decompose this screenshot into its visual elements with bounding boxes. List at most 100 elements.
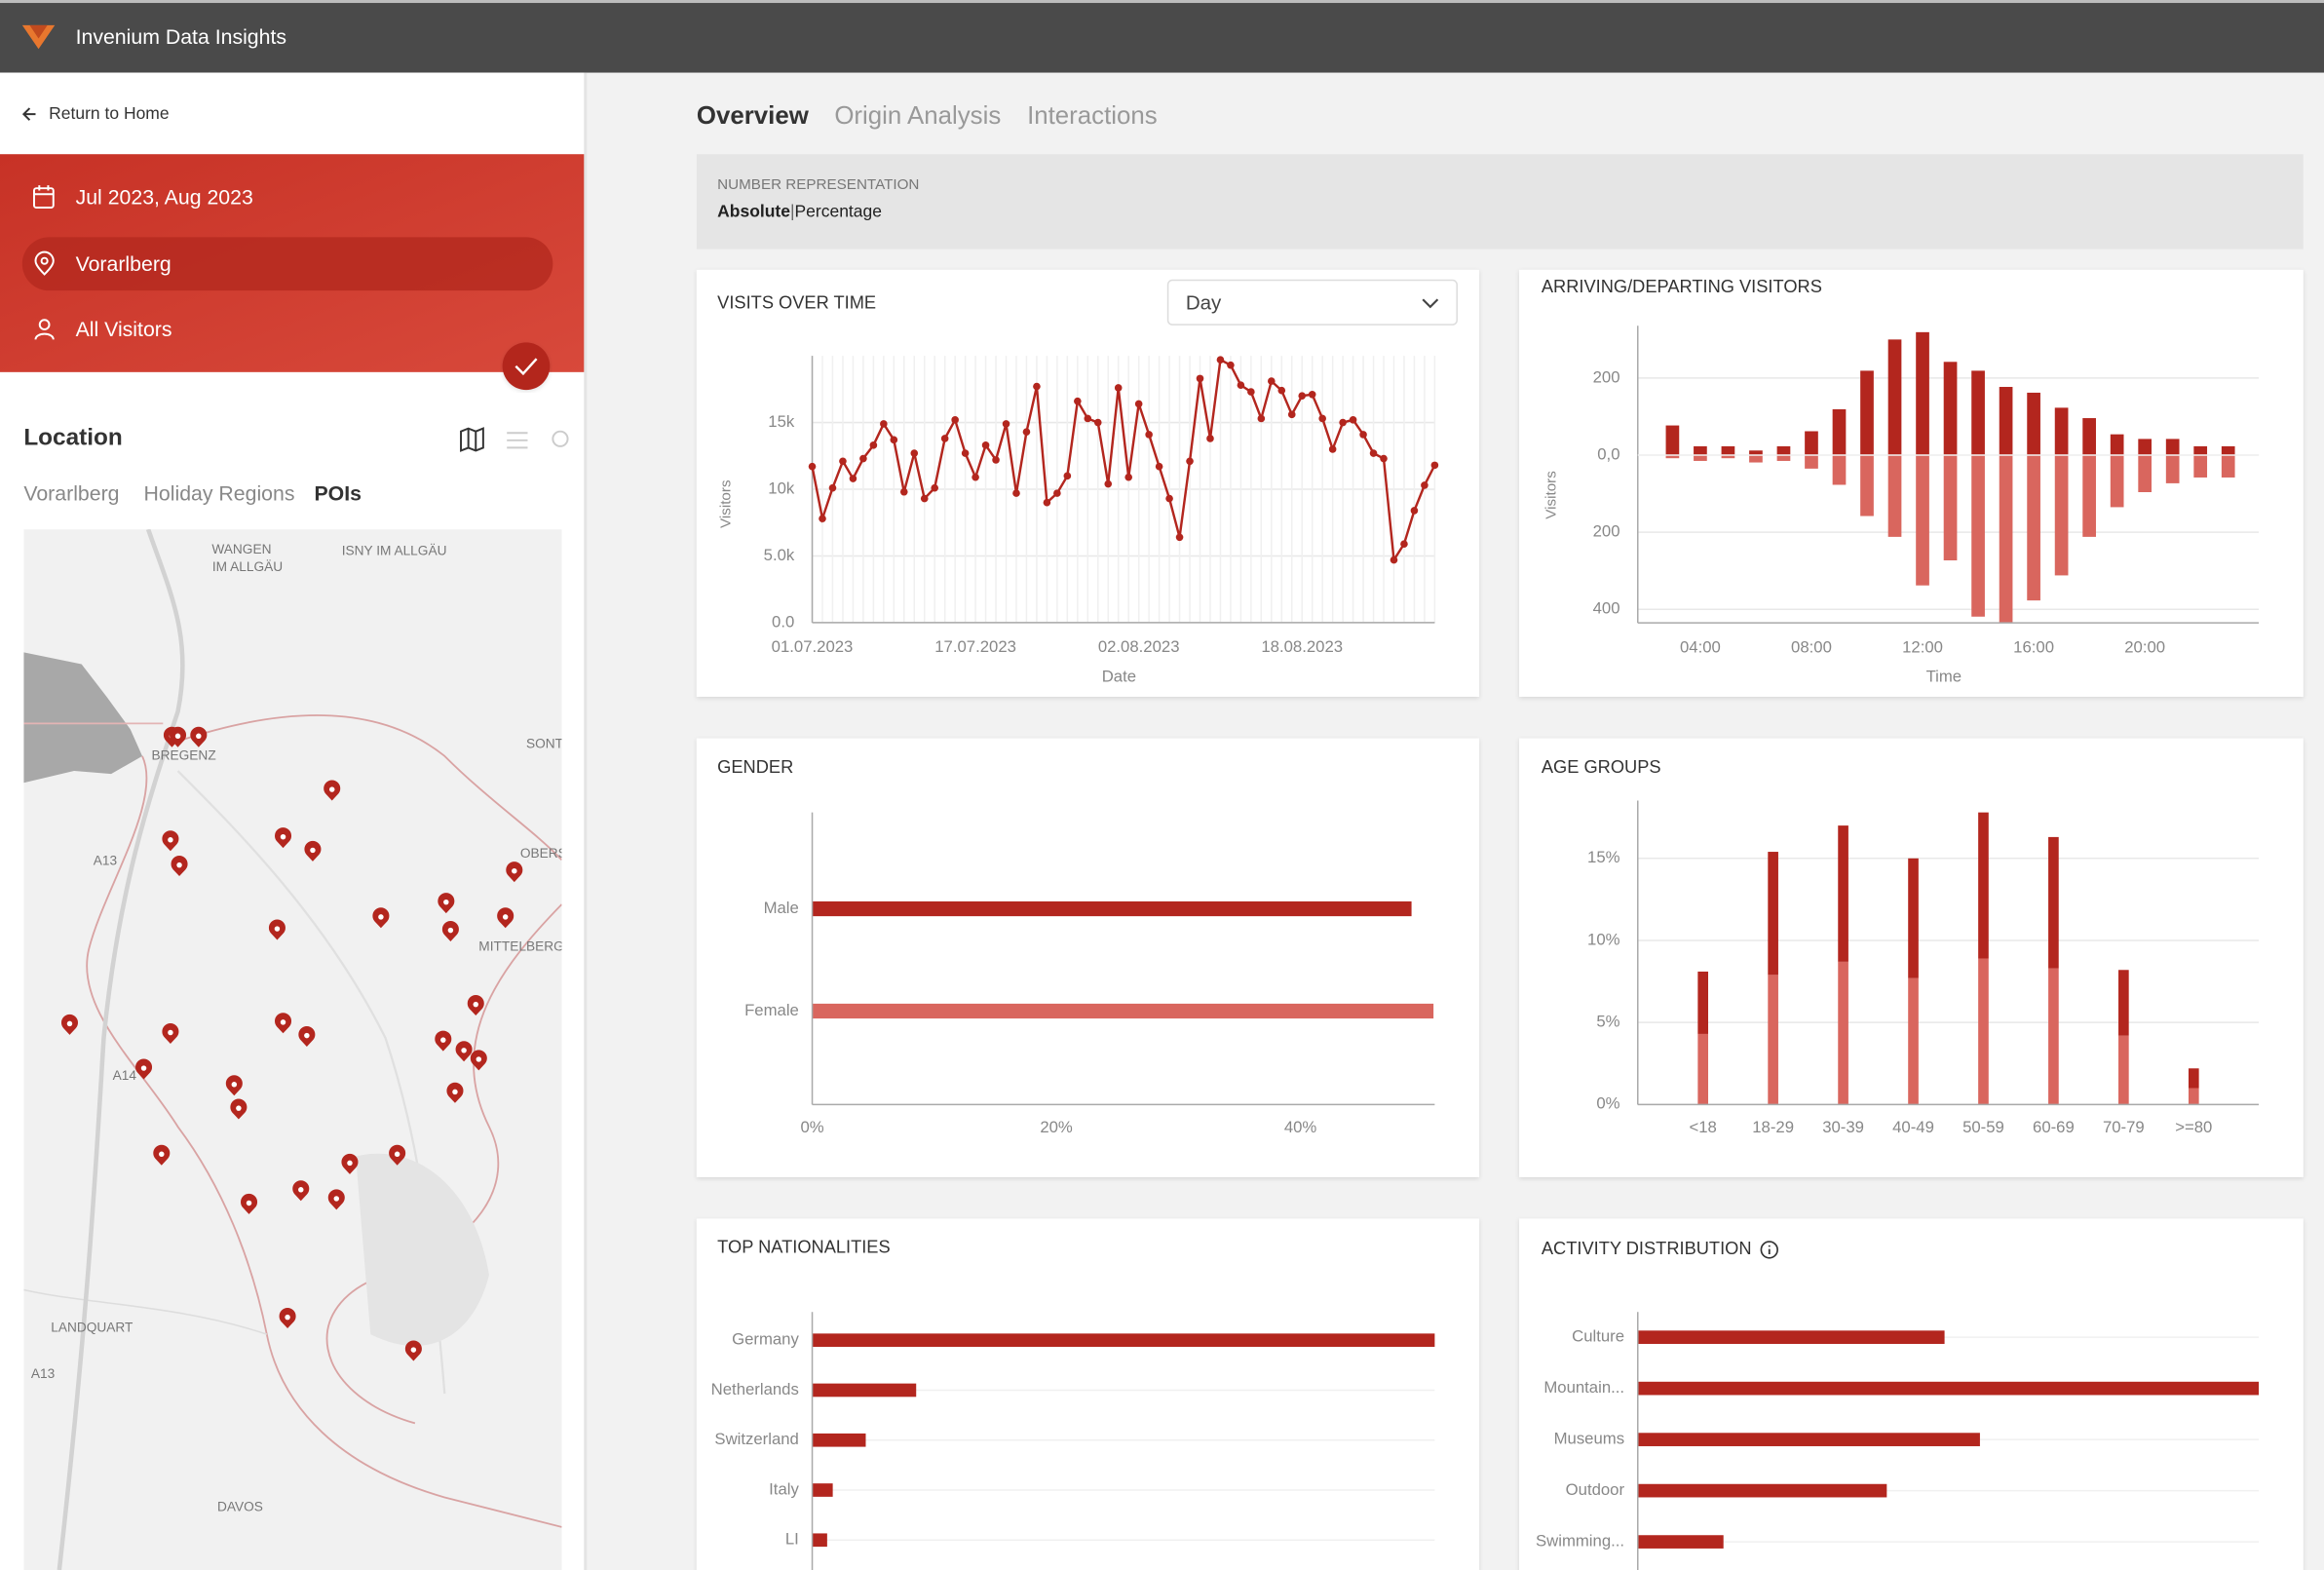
- chart-title: AGE GROUPS: [1542, 756, 1661, 777]
- filter-date[interactable]: Jul 2023, Aug 2023: [76, 185, 253, 209]
- y-axis-label: Visitors: [1543, 471, 1560, 519]
- x-tick-label: 18.08.2023: [1261, 637, 1343, 656]
- location-tab[interactable]: Holiday Regions: [144, 482, 295, 506]
- map[interactable]: WANGEN IM ALLGÄU ISNY IM ALLGÄU BREGENZ …: [23, 529, 566, 1570]
- apply-button[interactable]: [502, 342, 551, 391]
- bar: [1637, 1330, 1945, 1345]
- bar: [2193, 455, 2208, 478]
- bar: [1637, 1483, 1887, 1498]
- option[interactable]: Percentage: [795, 201, 882, 220]
- chart-title: ACTIVITY DISTRIBUTION: [1542, 1238, 1752, 1258]
- y-tick-label: 15%: [1587, 848, 1620, 866]
- poi-marker-dot: [347, 1160, 353, 1167]
- filter-visitors[interactable]: All Visitors: [76, 318, 172, 341]
- bar: [1860, 370, 1874, 456]
- point: [951, 416, 959, 424]
- apply-check: [514, 358, 538, 376]
- card: [696, 738, 1480, 1177]
- point: [1390, 555, 1398, 564]
- app-name: Invenium Data Insights: [76, 25, 286, 49]
- search-icon[interactable]: [552, 430, 569, 447]
- bar: [1749, 455, 1763, 463]
- point: [1114, 384, 1123, 392]
- bar: [2138, 439, 2153, 456]
- point: [1196, 374, 1204, 383]
- y-tick-label: LI: [785, 1530, 799, 1549]
- point: [1410, 507, 1419, 515]
- info-icon[interactable]: [1760, 1241, 1778, 1259]
- bar: [2048, 836, 2059, 969]
- point: [1318, 414, 1326, 423]
- lake: [23, 652, 143, 784]
- map-label: IM ALLGÄU: [212, 559, 283, 574]
- mountain-area: [356, 1153, 489, 1347]
- poi-marker-dot: [452, 1089, 458, 1095]
- bar: [1838, 825, 1848, 962]
- main-tab[interactable]: Interactions: [1027, 102, 1158, 130]
- poi-marker-dot: [246, 1200, 252, 1206]
- point: [819, 515, 826, 522]
- top-strip: [0, 0, 2324, 4]
- bar: [1694, 455, 1707, 461]
- y-tick-label: 5%: [1596, 1013, 1619, 1031]
- map-label: MITTELBERG: [478, 939, 563, 954]
- point: [940, 435, 949, 442]
- bar: [1637, 1381, 2260, 1396]
- bar: [1978, 958, 1989, 1105]
- bar: [2110, 455, 2124, 508]
- bar: [1697, 971, 1709, 1034]
- y-tick-label: Outdoor: [1566, 1480, 1625, 1499]
- return-link[interactable]: Return to Home: [49, 103, 169, 123]
- x-tick-label: 40%: [1284, 1118, 1317, 1136]
- back-icon[interactable]: [21, 107, 36, 121]
- dropdown[interactable]: [1166, 279, 1458, 325]
- border: [86, 755, 562, 1528]
- chart-title: ARRIVING/DEPARTING VISITORS: [1542, 276, 1822, 296]
- y-tick-label: Switzerland: [714, 1430, 798, 1448]
- list-view-icon[interactable]: [507, 432, 528, 449]
- main-tab[interactable]: Origin Analysis: [834, 102, 1001, 130]
- bar: [2188, 1068, 2199, 1089]
- bar: [812, 1483, 833, 1497]
- poi-marker-dot: [174, 733, 181, 740]
- map-label: BREGENZ: [152, 747, 216, 762]
- bar: [812, 1533, 827, 1548]
- bar: [1665, 425, 1680, 456]
- main-tab[interactable]: Overview: [697, 102, 810, 130]
- poi-marker-dot: [280, 1019, 286, 1025]
- point: [1287, 410, 1296, 419]
- x-tick-label: 20:00: [2124, 637, 2165, 656]
- y-tick-label: 0,0: [1597, 444, 1619, 463]
- number-representation-box: [696, 154, 2304, 249]
- x-tick-label: >=80: [2175, 1118, 2212, 1136]
- chart-title: TOP NATIONALITIES: [717, 1237, 890, 1257]
- bar: [812, 1383, 917, 1398]
- poi-markers: [60, 726, 523, 1361]
- map-label: ISNY IM ALLGÄU: [342, 544, 447, 558]
- filter-highlight: [21, 237, 553, 291]
- bar: [2138, 455, 2153, 492]
- point: [1430, 461, 1439, 470]
- point: [1328, 445, 1337, 453]
- poi-marker-dot: [410, 1347, 417, 1353]
- bar: [2118, 1035, 2129, 1105]
- point: [899, 487, 908, 496]
- point: [1400, 540, 1408, 548]
- point: [961, 449, 970, 457]
- poi-marker-dot: [443, 899, 449, 905]
- y-tick-label: Netherlands: [711, 1380, 799, 1398]
- point: [1155, 462, 1163, 471]
- top-bar: [0, 0, 2324, 73]
- point: [1206, 435, 1214, 442]
- option[interactable]: Absolute: [717, 201, 790, 220]
- map-view-icon[interactable]: [460, 427, 484, 452]
- y-tick-label: 0.0: [772, 612, 794, 631]
- poi-marker-dot: [298, 1187, 304, 1193]
- dropdown-value: Day: [1186, 291, 1222, 314]
- filter-region[interactable]: Vorarlberg: [76, 252, 171, 276]
- map-label: A13: [94, 853, 118, 867]
- bar: [1768, 852, 1778, 976]
- location-tab[interactable]: Vorarlberg: [23, 482, 119, 506]
- y-tick-label: 200: [1593, 367, 1620, 386]
- location-tab[interactable]: POIs: [314, 482, 361, 506]
